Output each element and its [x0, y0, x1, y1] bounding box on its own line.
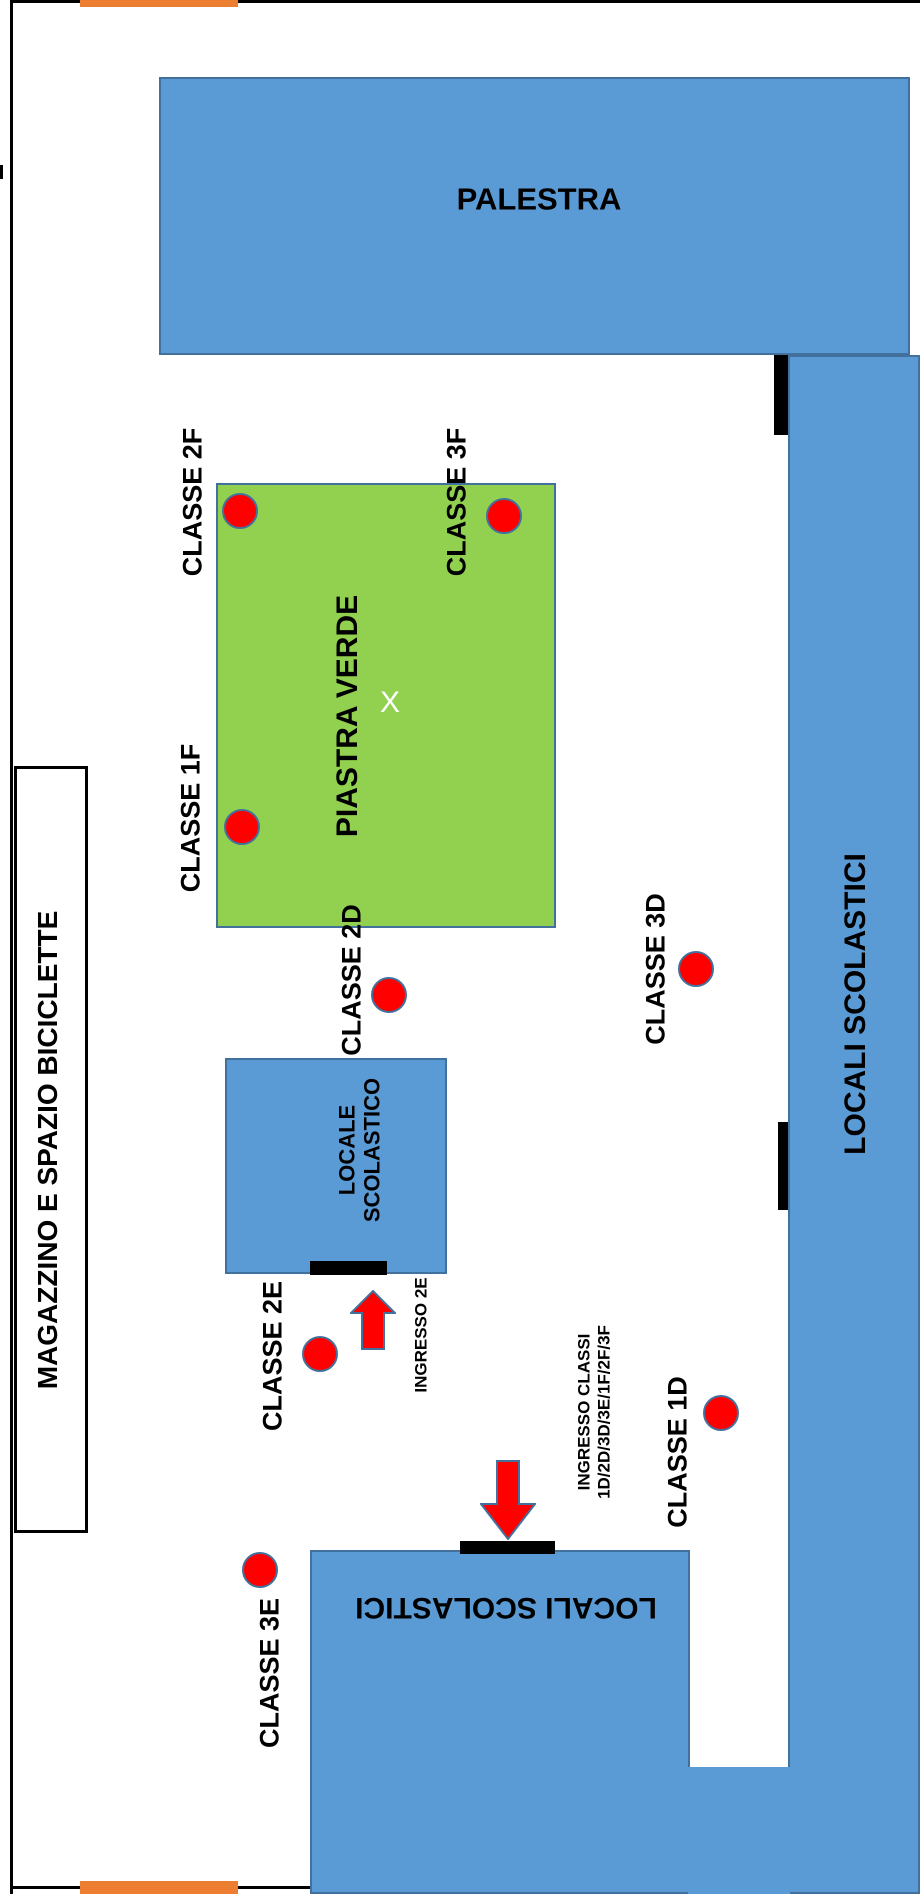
- ingresso-classi-label: INGRESSO CLASSI 1D/2D/3D/3E/1F/2F/3F: [574, 1325, 613, 1499]
- piastra-verde-label: PIASTRA VERDE: [331, 594, 364, 838]
- class-2f-label: CLASSE 2F: [177, 427, 208, 577]
- class-2e-label: CLASSE 2E: [257, 1280, 288, 1432]
- magazzino: [14, 766, 88, 1533]
- palestra-building: [159, 77, 910, 355]
- locali-scolastici-right: [788, 355, 920, 1894]
- door-right-upper: [774, 355, 788, 435]
- locali-scolastici-bottom: [310, 1550, 690, 1894]
- piastra-verde: [216, 483, 556, 928]
- meeting-point-2d: [371, 977, 407, 1013]
- gate-bottom-left: [80, 1881, 238, 1894]
- class-3e-label: CLASSE 3E: [254, 1597, 285, 1749]
- meeting-point-1d: [703, 1395, 739, 1431]
- locali-scolastici-bottom-ext: [688, 1767, 790, 1894]
- arrow-up-icon: [350, 1290, 396, 1350]
- locali-scolastici-right-label: LOCALI SCOLASTICI: [839, 853, 872, 1155]
- meeting-point-1f: [224, 809, 260, 845]
- boundary-top: [10, 0, 920, 3]
- door-right-lower: [778, 1122, 788, 1210]
- door-locale-scolastico: [310, 1261, 387, 1275]
- boundary-left: [10, 0, 13, 1894]
- class-1d-label: CLASSE 1D: [662, 1376, 693, 1528]
- meeting-point-2e: [302, 1336, 338, 1372]
- gate-top: [80, 0, 238, 7]
- locale-scolastico: [225, 1058, 447, 1274]
- meeting-point-3d: [678, 951, 714, 987]
- piastra-center-mark: X: [379, 686, 401, 719]
- palestra-label: PALESTRA: [456, 181, 622, 217]
- class-2d-label: CLASSE 2D: [336, 904, 367, 1056]
- ingresso-classi-line1: INGRESSO CLASSI: [574, 1333, 594, 1491]
- class-1f-label: CLASSE 1F: [175, 743, 206, 893]
- locale-label-line2: SCOLASTICO: [360, 1077, 385, 1223]
- meeting-point-2f: [222, 493, 258, 529]
- arrow-down-icon: [480, 1460, 536, 1540]
- class-3f-label: CLASSE 3F: [441, 427, 472, 577]
- magazzino-label: MAGAZZINO E SPAZIO BICICLETTE: [32, 910, 63, 1390]
- boundary-tick: [0, 165, 3, 179]
- ingresso-classi-line2: 1D/2D/3D/3E/1F/2F/3F: [594, 1325, 613, 1499]
- locali-scolastici-bottom-label: LOCALI SCOLASTICI: [355, 1591, 657, 1624]
- ingresso-2e-label: INGRESSO 2E: [411, 1277, 431, 1393]
- locale-label-line1: LOCALE: [334, 1104, 360, 1196]
- class-3d-label: CLASSE 3D: [640, 893, 671, 1045]
- locale-scolastico-label: LOCALE SCOLASTICO: [335, 1078, 386, 1222]
- meeting-point-3f: [486, 498, 522, 534]
- door-bottom-building: [460, 1541, 555, 1554]
- meeting-point-3e: [242, 1552, 278, 1588]
